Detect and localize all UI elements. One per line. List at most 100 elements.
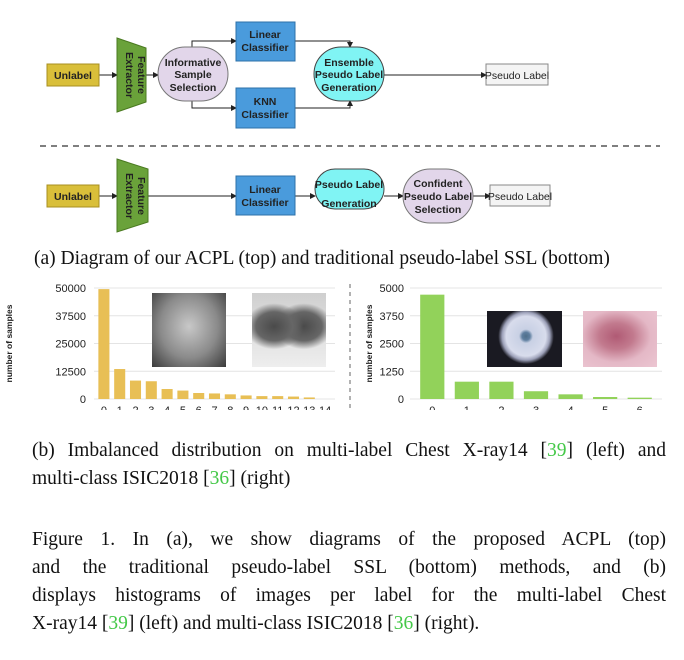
- x-tick-label: 13: [303, 405, 315, 410]
- figure-caption-line-1: Figure 1. In (a), we show diagrams of th…: [32, 529, 666, 550]
- y-tick-label: 12500: [55, 366, 86, 378]
- x-tick-label: 9: [243, 405, 249, 410]
- bar-9: [240, 395, 252, 399]
- y-tick-label: 37500: [55, 311, 86, 323]
- bar-8: [224, 394, 236, 399]
- svg-text:Linear: Linear: [249, 184, 281, 196]
- svg-text:Linear: Linear: [249, 29, 281, 41]
- bar-0: [420, 294, 445, 399]
- bar-0: [98, 289, 110, 399]
- bar-12: [287, 396, 300, 399]
- pipeline-diagram: Unlabel Feature Extractor InformativeSam…: [40, 21, 660, 233]
- bar-7: [208, 393, 221, 399]
- bar-3: [523, 391, 549, 399]
- x-tick-label: 1: [117, 405, 123, 410]
- xray-image-1: [152, 293, 226, 367]
- svg-text:Unlabel: Unlabel: [54, 70, 92, 82]
- y-tick-label: 0: [398, 394, 404, 406]
- svg-text:Pseudo Label: Pseudo Label: [485, 70, 549, 82]
- feature-extractor-top: Feature Extractor: [116, 37, 147, 113]
- x-tick-label: 7: [211, 405, 217, 410]
- svg-text:Pseudo Label: Pseudo Label: [404, 191, 472, 203]
- unlabel-box-bottom: Unlabel: [46, 184, 100, 208]
- pseudo-label-generation: Pseudo Label Generation: [314, 168, 385, 210]
- x-tick-label: 11: [272, 405, 283, 410]
- caption-b-line-1: (b) Imbalanced distribution on multi-lab…: [32, 440, 666, 461]
- citation-39[interactable]: 39: [547, 440, 567, 461]
- bar-10: [256, 396, 268, 399]
- x-tick-label: 10: [256, 405, 268, 410]
- y-tick-label: 5000: [380, 283, 404, 295]
- x-tick-label: 12: [287, 405, 299, 410]
- x-tick-label: 4: [164, 405, 170, 410]
- svg-text:Feature: Feature: [135, 56, 147, 94]
- svg-text:Classifier: Classifier: [241, 42, 288, 54]
- svg-text:Pseudo Label: Pseudo Label: [315, 69, 383, 81]
- x-tick-label: 4: [568, 405, 574, 410]
- x-tick-label: 3: [148, 405, 154, 410]
- svg-text:Sample: Sample: [174, 69, 212, 81]
- x-tick-label: 0: [429, 405, 435, 410]
- x-tick-label: 5: [602, 405, 608, 410]
- svg-text:Extractor: Extractor: [123, 173, 135, 219]
- figure-caption-line-4: X-ray14 [39] (left) and multi-class ISIC…: [32, 613, 480, 634]
- svg-text:KNN: KNN: [254, 96, 277, 108]
- feature-extractor-bottom: Feature Extractor: [116, 158, 149, 233]
- x-tick-label: 6: [196, 405, 202, 410]
- y-axis-label: number of samples: [4, 304, 14, 382]
- x-tick-label: 14: [319, 405, 331, 410]
- bar-5: [177, 390, 189, 399]
- bar-5: [593, 397, 618, 399]
- svg-text:Selection: Selection: [415, 204, 462, 216]
- bar-13: [303, 397, 315, 399]
- bar-4: [558, 394, 583, 399]
- y-tick-label: 25000: [55, 339, 86, 351]
- svg-text:Extractor: Extractor: [123, 52, 135, 98]
- bar-4: [161, 389, 173, 399]
- x-tick-label: 6: [637, 405, 643, 410]
- figure-caption-line-2: and the traditional pseudo-label SSL (bo…: [32, 557, 666, 578]
- citation-36[interactable]: 36: [209, 468, 230, 489]
- svg-text:Selection: Selection: [170, 82, 217, 94]
- unlabel-box-top: Unlabel: [46, 63, 100, 87]
- y-axis-label: number of samples: [364, 304, 374, 382]
- xray-image-2: [252, 293, 326, 367]
- x-tick-label: 8: [227, 405, 233, 410]
- svg-text:Pseudo Label: Pseudo Label: [315, 179, 383, 191]
- pseudo-label-output-top: Pseudo Label: [485, 63, 549, 86]
- y-tick-label: 50000: [55, 283, 86, 295]
- citation-39[interactable]: 39: [108, 613, 128, 634]
- x-tick-label: 2: [132, 405, 138, 410]
- svg-text:Confident: Confident: [414, 178, 463, 190]
- citation-36[interactable]: 36: [393, 613, 414, 634]
- bar-3: [145, 381, 157, 399]
- bar-2: [129, 380, 142, 399]
- svg-text:Generation: Generation: [321, 198, 376, 210]
- caption-a: (a) Diagram of our ACPL (top) and tradit…: [34, 248, 610, 269]
- svg-text:Classifier: Classifier: [241, 109, 288, 121]
- svg-text:Unlabel: Unlabel: [54, 191, 92, 203]
- pseudo-label-output-bottom: Pseudo Label: [488, 184, 552, 207]
- y-tick-label: 3750: [380, 311, 404, 323]
- x-tick-label: 5: [180, 405, 186, 410]
- x-tick-label: 0: [101, 405, 107, 410]
- bar-6: [193, 393, 205, 399]
- y-tick-label: 2500: [380, 339, 404, 351]
- bar-1: [114, 369, 126, 399]
- y-tick-label: 1250: [380, 366, 404, 378]
- histograms: 0125002500037500500000123456789101112131…: [4, 283, 662, 410]
- figure-caption-line-3: displays histograms of images per label …: [32, 585, 666, 606]
- svg-text:Pseudo Label: Pseudo Label: [488, 191, 552, 203]
- svg-text:Feature: Feature: [135, 177, 147, 215]
- bar-6: [627, 397, 652, 399]
- bar-2: [489, 381, 514, 399]
- svg-text:Classifier: Classifier: [241, 197, 288, 209]
- bar-1: [454, 381, 479, 399]
